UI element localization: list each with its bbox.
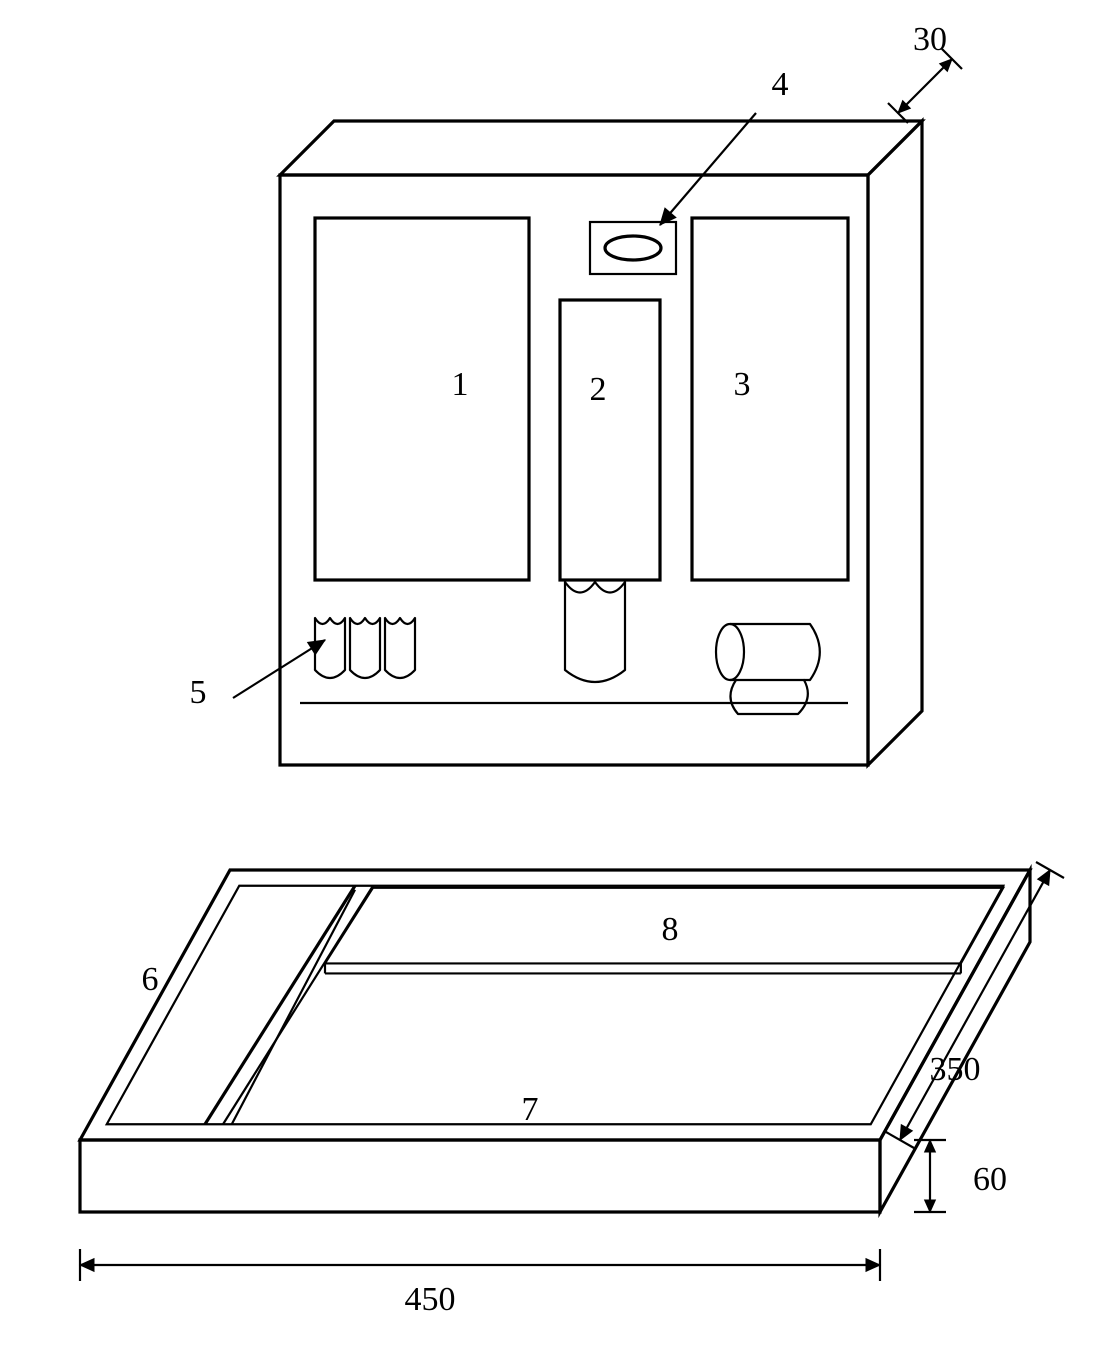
label-n4: 4 (772, 66, 789, 103)
label-d30: 30 (913, 21, 947, 58)
label-n7: 7 (522, 1091, 539, 1128)
label-n1: 1 (452, 366, 469, 403)
label-n6: 6 (142, 961, 159, 998)
label-d60: 60 (973, 1161, 1007, 1198)
label-n5: 5 (190, 674, 207, 711)
label-d450: 450 (405, 1281, 456, 1318)
label-d350: 350 (930, 1051, 981, 1088)
label-n8: 8 (662, 911, 679, 948)
label-n2: 2 (590, 371, 607, 408)
label-n3: 3 (734, 366, 751, 403)
